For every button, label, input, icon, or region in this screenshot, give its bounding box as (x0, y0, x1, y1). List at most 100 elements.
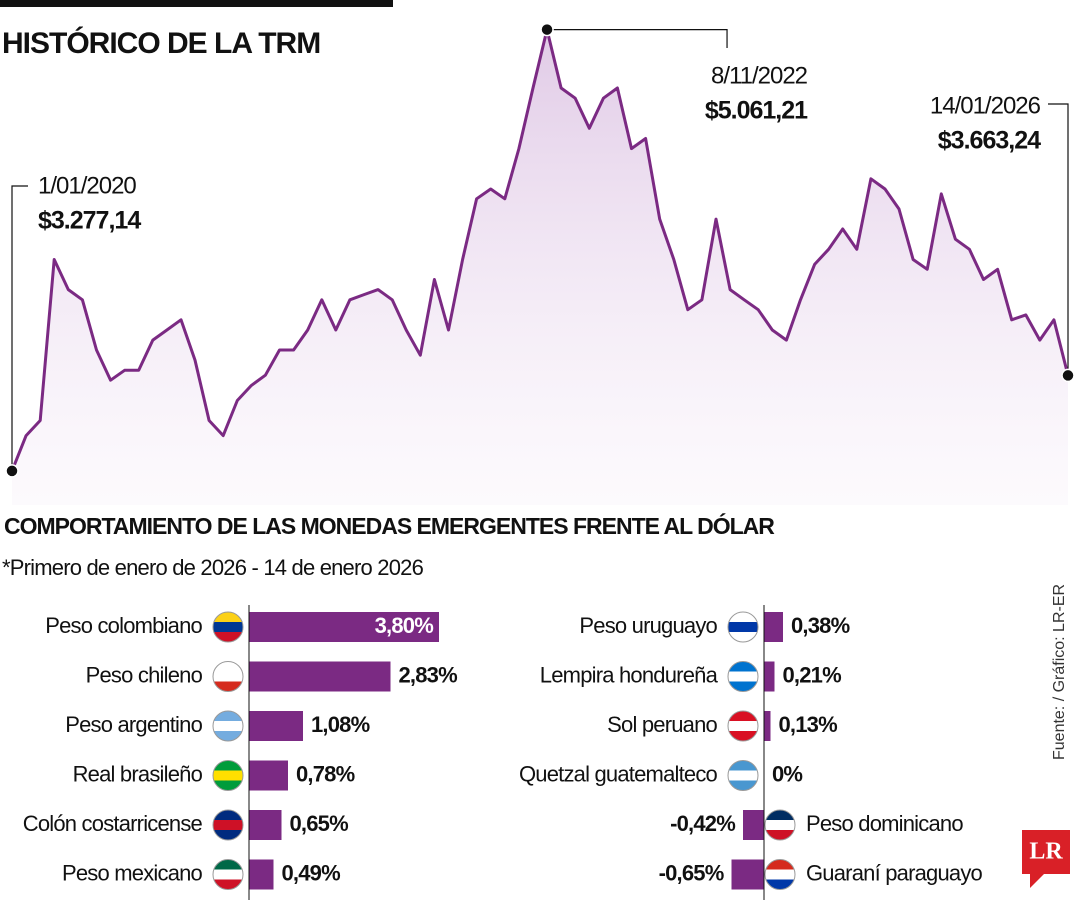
flag (213, 711, 243, 741)
flag-stripe (765, 869, 795, 880)
flag-stripe (213, 681, 243, 692)
bar (249, 612, 439, 642)
value-label: 3,80% (375, 613, 434, 638)
flag (213, 661, 243, 692)
flag-stripe (213, 879, 243, 890)
flag-stripe (728, 770, 758, 781)
logo-tail (1030, 874, 1044, 888)
category-label: Guaraní paraguayo (806, 860, 983, 885)
annotation-dot (5, 464, 19, 478)
bar (764, 612, 783, 642)
value-label: 0,65% (290, 811, 349, 836)
flag-stripe (728, 622, 758, 632)
flag-stripe (213, 721, 243, 731)
flag-stripe (765, 820, 795, 830)
flag (213, 859, 243, 890)
category-label: Peso argentino (65, 712, 202, 737)
logo: LR (1029, 839, 1063, 865)
annotation-value: $3.277,14 (38, 207, 141, 235)
leader-line (1048, 103, 1069, 376)
flag-ring (727, 661, 759, 692)
category-label: Peso mexicano (62, 860, 203, 885)
flag-ring (212, 710, 244, 742)
flag-stripe (213, 612, 243, 622)
annotation-value: $3.663,24 (938, 127, 1041, 155)
flag (728, 661, 758, 692)
flag-stripe (728, 612, 758, 622)
flag (728, 760, 758, 791)
value-label: 0,38% (791, 613, 850, 638)
bar (249, 661, 391, 692)
flag-stripe (728, 671, 758, 682)
bar (743, 810, 764, 840)
annotation-date: 8/11/2022 (711, 62, 808, 89)
category-label: Peso dominicano (806, 811, 963, 836)
flag-stripe (728, 681, 758, 692)
flag-stripe (765, 859, 795, 870)
bar (764, 711, 771, 741)
flag-stripe (765, 879, 795, 890)
annotation-dot (1061, 368, 1075, 383)
flag (728, 612, 758, 642)
value-label: -0,65% (659, 860, 724, 885)
flag-ring (212, 661, 244, 692)
flag-stripe (213, 661, 243, 672)
bar (249, 810, 282, 840)
flag-stripe (213, 820, 243, 830)
flag-stripe (728, 711, 758, 721)
line (10, 28, 1070, 472)
category-label: Colón costarricense (23, 811, 203, 836)
annotation-value: $5.061,21 (705, 97, 808, 125)
category-label: Peso uruguayo (579, 613, 717, 638)
flag-stripe (728, 760, 758, 771)
flag-ring (212, 859, 244, 890)
bar (249, 760, 288, 791)
top-rule (0, 0, 393, 7)
flag-stripe (728, 661, 758, 672)
logo-box (1022, 830, 1070, 874)
category-label: Real brasileño (73, 761, 203, 786)
category-label: Sol peruano (607, 712, 717, 737)
annotation-dot (540, 22, 554, 37)
flag-ring (212, 809, 244, 841)
flag-ring (212, 760, 244, 791)
flag (213, 810, 243, 840)
flag (213, 612, 243, 642)
area (12, 29, 1068, 505)
value-label: 1,08% (311, 712, 370, 737)
value-label: 0% (772, 761, 802, 786)
bar-subtitle: *Primero de enero de 2026 - 14 de enero … (2, 555, 424, 580)
category-label: Lempira hondureña (540, 662, 719, 687)
bar (764, 661, 775, 692)
source: Fuente: / Gráfico: LR-ER (1051, 584, 1068, 760)
value-label: 0,13% (779, 712, 838, 737)
bar (249, 711, 303, 741)
flag (765, 859, 795, 890)
flag-stripe (213, 830, 243, 840)
flag-stripe (213, 731, 243, 741)
value-label: 0,78% (296, 761, 355, 786)
bar (731, 859, 764, 890)
flag-stripe (213, 622, 243, 632)
flag-ring (764, 809, 796, 841)
flag (765, 810, 795, 840)
leader-line (547, 28, 728, 48)
flag (728, 711, 758, 741)
flag-stripe (213, 671, 243, 682)
category-label: Peso colombiano (45, 613, 202, 638)
flag-stripe (728, 632, 758, 642)
value-label: -0,42% (670, 811, 735, 836)
value-label: 2,83% (399, 662, 458, 687)
category-label: Peso chileno (86, 662, 203, 687)
flag-ring (727, 710, 759, 742)
flag-stripe (213, 869, 243, 880)
flag-stripe (765, 810, 795, 820)
flag-ring (764, 859, 796, 890)
flag-stripe (213, 632, 243, 642)
flag-stripe (728, 780, 758, 791)
category-label: Quetzal guatemalteco (519, 761, 718, 786)
flag-stripe (213, 711, 243, 721)
flag-stripe (213, 780, 243, 791)
value-label: 0,49% (282, 860, 341, 885)
